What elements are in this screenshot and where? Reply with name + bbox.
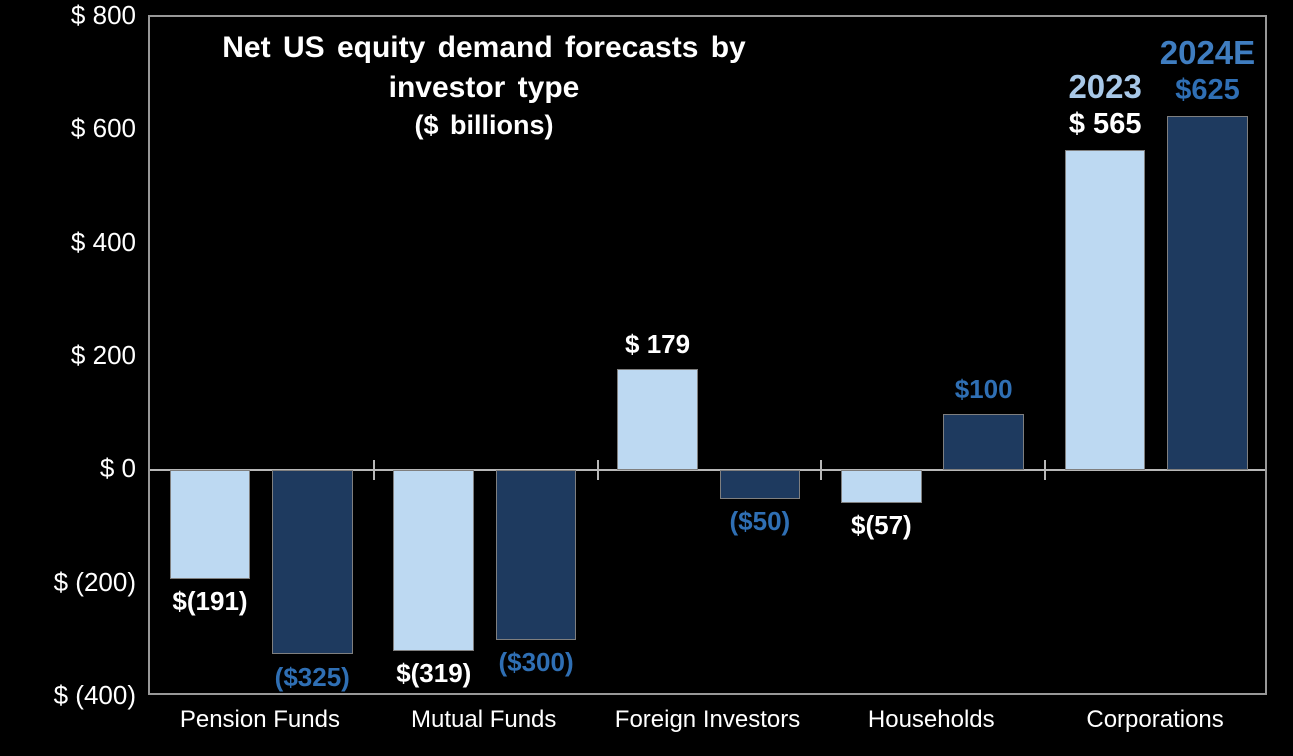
value-label-2024e-households: $100 xyxy=(954,373,1013,404)
y-axis-label: $ 400 xyxy=(70,226,136,257)
category-boundary-tick xyxy=(820,460,823,481)
value-label-2023-foreign-investors: $ 179 xyxy=(625,328,691,359)
plot-area: $(191) ($325) $(319) ($300) $ 179 ($50) $(57) $… xyxy=(148,15,1267,695)
chart-title-line1: Net US equity demand forecasts by xyxy=(222,31,746,64)
y-axis-label: $ (200) xyxy=(53,566,136,597)
bar-2023-households xyxy=(841,470,922,503)
category-label-households: Households xyxy=(867,706,995,733)
value-label-2023-corporations: $ 565 xyxy=(1068,108,1142,141)
chart-title: Net US equity demand forecasts by invest… xyxy=(164,28,804,142)
category-boundary-tick xyxy=(596,460,599,481)
bar-2023-pension-funds xyxy=(169,470,251,579)
y-axis-label: $ 600 xyxy=(70,113,136,144)
bar-2023-foreign-investors xyxy=(617,368,698,471)
y-axis: $ 800 $ 600 $ 400 $ 200 $ 0 $ (200) $ (400) xyxy=(0,0,136,710)
category-label-foreign-investors: Foreign Investors xyxy=(614,706,801,733)
value-label-2023-households: $(57) xyxy=(851,509,912,540)
chart-title-line3: ($ billions) xyxy=(414,110,554,140)
y-axis-label: $ 800 xyxy=(70,0,136,30)
category-label-corporations: Corporations xyxy=(1086,706,1224,733)
value-label-2024e-pension-funds: ($325) xyxy=(274,661,350,692)
value-label-2023-mutual-funds: $(319) xyxy=(396,658,472,689)
category-boundary-tick xyxy=(372,460,375,481)
bar-2023-corporations xyxy=(1064,150,1146,471)
zero-axis-line xyxy=(150,469,1265,472)
category-label-mutual-funds: Mutual Funds xyxy=(410,706,557,733)
value-label-2024e-mutual-funds: ($300) xyxy=(498,647,574,678)
y-axis-label: $ (400) xyxy=(53,680,136,710)
bar-2024e-corporations xyxy=(1167,116,1248,471)
value-label-2024e-foreign-investors: ($50) xyxy=(729,505,791,536)
bar-2024e-households xyxy=(943,413,1024,471)
y-axis-label: $ 200 xyxy=(70,340,136,370)
series-header-2023: 2023 xyxy=(1068,68,1142,106)
value-label-2023-pension-funds: $(191) xyxy=(172,585,248,616)
bar-2023-mutual-funds xyxy=(393,470,475,652)
series-header-2024e: 2024E xyxy=(1159,34,1256,72)
chart-title-line2: investor type xyxy=(388,71,580,104)
y-axis-label: $ 0 xyxy=(99,453,136,484)
bar-2024e-foreign-investors xyxy=(719,470,801,499)
category-boundary-tick xyxy=(1044,460,1047,481)
value-label-2024e-corporations: $625 xyxy=(1175,74,1240,107)
x-axis-labels: Pension Funds Mutual Funds Foreign Investo… xyxy=(148,706,1267,746)
category-label-pension-funds: Pension Funds xyxy=(179,706,340,733)
bar-2024e-pension-funds xyxy=(271,470,353,655)
bar-2024e-mutual-funds xyxy=(495,470,577,641)
